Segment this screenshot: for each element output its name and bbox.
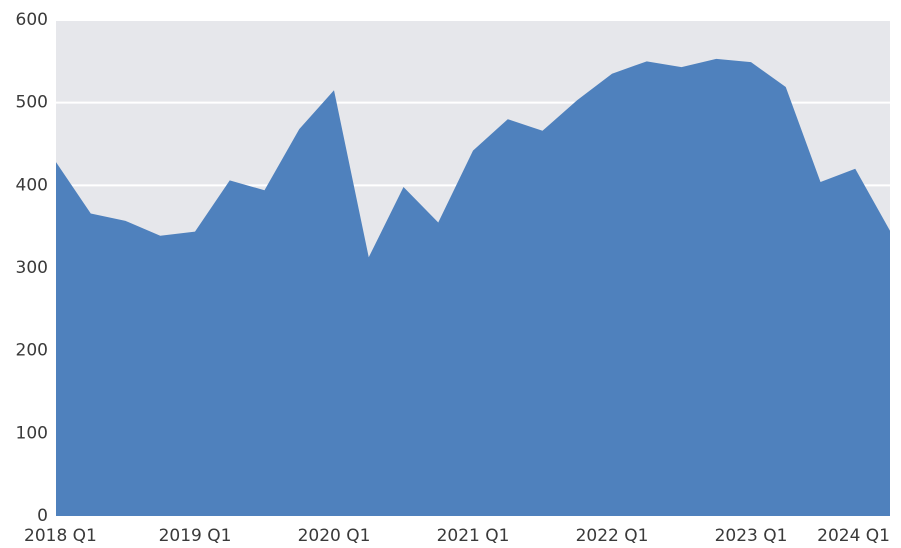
x-tick-label: 2024 Q1 — [817, 526, 890, 546]
area — [56, 58, 890, 516]
x-tick-label: 2018 Q1 — [24, 526, 97, 546]
x-tick-label: 2021 Q1 — [437, 526, 510, 546]
y-tick-label: 400 — [16, 175, 48, 195]
y-tick-label: 200 — [16, 341, 48, 361]
y-tick-label: 600 — [16, 10, 48, 30]
y-tick-label: 100 — [16, 423, 48, 443]
x-tick-label: 2020 Q1 — [298, 526, 371, 546]
y-tick-label: 500 — [16, 93, 48, 113]
x-tick-label: 2023 Q1 — [715, 526, 788, 546]
x-tick-label: 2022 Q1 — [576, 526, 649, 546]
y-tick-label: 300 — [16, 258, 48, 278]
y-tick-label: 0 — [37, 506, 48, 526]
x-tick-label: 2019 Q1 — [159, 526, 232, 546]
